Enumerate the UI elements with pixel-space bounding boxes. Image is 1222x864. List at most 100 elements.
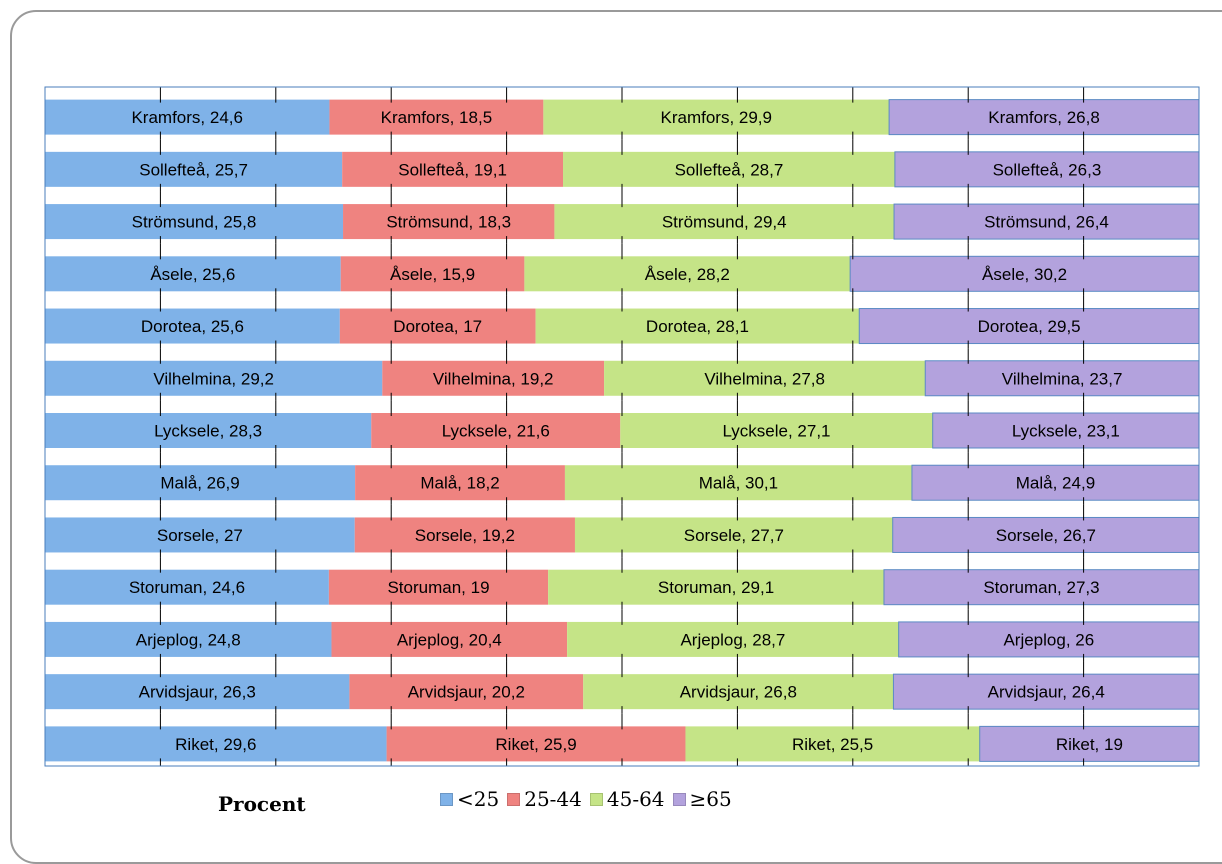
- data-label: Vilhelmina, 19,2: [433, 369, 554, 388]
- data-label: Malå, 18,2: [420, 474, 499, 493]
- bar-kramfors-series-2: [329, 99, 544, 135]
- bar-lycksele-series-3: [620, 413, 933, 448]
- bar-dorotea-series-3: [535, 308, 860, 344]
- data-label: Strömsund, 29,4: [662, 213, 787, 232]
- data-label: Strömsund, 25,8: [132, 213, 257, 232]
- data-label: Sorsele, 27,7: [684, 526, 784, 545]
- data-label: Storuman, 19: [387, 578, 489, 597]
- bar-lycksele-series-1: [45, 413, 372, 448]
- bar-dorotea-series-2: [339, 308, 536, 344]
- data-label: Lycksele, 28,3: [154, 422, 262, 441]
- bar-kramfors-series-4: [888, 99, 1200, 136]
- legend: <25 25-44 45-64 ≥65: [440, 787, 740, 811]
- data-label: Lycksele, 23,1: [1012, 422, 1120, 441]
- data-label: Riket, 25,5: [792, 735, 873, 754]
- data-label: Vilhelmina, 29,2: [153, 369, 274, 388]
- x-axis-title: Procent: [218, 792, 306, 816]
- data-label: Sollefteå, 19,1: [398, 160, 507, 179]
- data-label: Strömsund, 26,4: [984, 213, 1109, 232]
- data-label: Malå, 24,9: [1016, 474, 1095, 493]
- legend-swatch: [672, 792, 686, 806]
- bar-storuman-series-3: [548, 569, 884, 605]
- bar-storuman-series-4: [883, 569, 1200, 606]
- stacked-bar-chart: Kramfors, 24,6 Kramfors, 18,5 Kramfors, 29…: [44, 86, 1200, 767]
- data-label: Dorotea, 17: [393, 317, 482, 336]
- data-label: Arjeplog, 28,7: [680, 630, 785, 649]
- data-label: Kramfors, 26,8: [988, 108, 1100, 127]
- data-label: Lycksele, 21,6: [442, 422, 550, 441]
- bar-lycksele-series-4: [932, 412, 1200, 449]
- bar--sele-series-4: [849, 255, 1200, 292]
- bar-arjeplog-series-4: [898, 621, 1200, 658]
- bar-str-msund-series-1: [45, 204, 344, 240]
- data-label: Lycksele, 27,1: [722, 422, 830, 441]
- data-label: Riket, 29,6: [175, 735, 256, 754]
- legend-swatch: [507, 792, 521, 806]
- data-label: Malå, 30,1: [699, 474, 778, 493]
- data-label: Vilhelmina, 23,7: [1002, 369, 1123, 388]
- legend-item: <25: [440, 787, 499, 811]
- data-label: Sorsele, 19,2: [415, 526, 515, 545]
- bar-kramfors-series-3: [543, 99, 890, 135]
- data-label: Arvidsjaur, 26,3: [139, 683, 256, 702]
- legend-label: <25: [457, 787, 500, 811]
- data-label: Sorsele, 27: [157, 526, 243, 545]
- bar-str-msund-series-2: [343, 204, 555, 240]
- bar-sorsele-series-2: [354, 517, 575, 553]
- bar-arvidsjaur-series-2: [349, 674, 584, 710]
- data-label: Kramfors, 29,9: [660, 108, 772, 127]
- data-label: Dorotea, 25,6: [141, 317, 244, 336]
- data-label: Sollefteå, 28,7: [675, 160, 784, 179]
- bar-mal--series-1: [45, 465, 356, 501]
- bar-lycksele-series-2: [371, 413, 621, 448]
- bar-sollefte--series-3: [563, 151, 895, 187]
- data-label: Riket, 25,9: [495, 735, 576, 754]
- bar-str-msund-series-3: [554, 204, 895, 240]
- bar-arjeplog-series-1: [45, 621, 332, 657]
- bar-riket-series-1: [45, 726, 387, 762]
- data-label: Vilhelmina, 27,8: [704, 369, 825, 388]
- plot-area-border: [44, 86, 1200, 767]
- bar-mal--series-2: [355, 465, 565, 501]
- legend-item: ≥65: [672, 787, 732, 811]
- data-label: Dorotea, 29,5: [978, 317, 1081, 336]
- data-label: Sorsele, 26,7: [996, 526, 1096, 545]
- data-label: Arvidsjaur, 26,4: [988, 683, 1105, 702]
- legend-label: 45-64: [606, 787, 665, 811]
- data-label: Åsele, 25,6: [150, 265, 235, 284]
- legend-label: 25-44: [524, 787, 582, 811]
- data-label: Arjeplog, 26: [1003, 630, 1094, 649]
- data-label: Storuman, 29,1: [658, 578, 774, 597]
- bar-storuman-series-2: [328, 569, 549, 605]
- bar-riket-series-3: [685, 726, 980, 762]
- bar-sollefte--series-2: [342, 151, 564, 187]
- bar-str-msund-series-4: [893, 203, 1200, 240]
- bar-sollefte--series-1: [45, 151, 343, 187]
- bar-mal--series-4: [911, 464, 1200, 501]
- data-label: Åsele, 28,2: [645, 265, 730, 284]
- bar-dorotea-series-1: [45, 308, 340, 344]
- bar-sollefte--series-4: [894, 151, 1200, 188]
- data-label: Kramfors, 18,5: [381, 108, 493, 127]
- bars-layer: [45, 99, 1200, 762]
- legend-swatch: [589, 792, 603, 806]
- bar-dorotea-series-4: [858, 308, 1200, 345]
- data-label: Arjeplog, 24,8: [136, 630, 241, 649]
- bar-arvidsjaur-series-1: [45, 674, 350, 710]
- data-label: Storuman, 27,3: [983, 578, 1099, 597]
- legend-label: ≥65: [689, 787, 732, 811]
- bar-vilhelmina-series-1: [45, 360, 383, 396]
- gridlines-layer: [159, 87, 1085, 766]
- legend-item: 25-44: [507, 787, 582, 811]
- data-labels-layer: Kramfors, 24,6 Kramfors, 18,5 Kramfors, 29…: [129, 108, 1123, 754]
- data-label: Arjeplog, 20,4: [397, 630, 502, 649]
- bar-riket-series-4: [979, 725, 1200, 762]
- bar--sele-series-1: [45, 256, 341, 292]
- bar-vilhelmina-series-2: [382, 360, 605, 396]
- legend-swatch: [440, 792, 453, 806]
- data-label: Kramfors, 24,6: [131, 108, 243, 127]
- bar-arvidsjaur-series-3: [583, 674, 894, 710]
- data-label: Riket, 19: [1056, 735, 1123, 754]
- bar-kramfors-series-1: [45, 99, 330, 135]
- data-label: Dorotea, 28,1: [646, 317, 749, 336]
